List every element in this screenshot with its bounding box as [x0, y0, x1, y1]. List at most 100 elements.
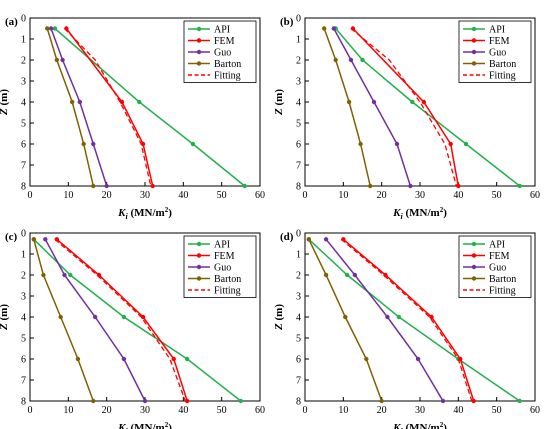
x-tick-label: 0: [28, 190, 33, 201]
y-axis-title: Z (m): [273, 304, 285, 331]
x-tick-label: 30: [140, 405, 150, 416]
y-axis-title: Z (m): [0, 89, 10, 116]
data-point-api: [410, 99, 415, 105]
x-tick-label: 40: [453, 405, 463, 416]
data-point-api: [517, 183, 522, 189]
data-point-fem: [140, 314, 146, 320]
x-tick-label: 0: [28, 405, 33, 416]
x-axis-title-var: K: [117, 422, 126, 429]
y-tick-label: 0: [21, 229, 26, 240]
data-point-fem: [184, 398, 190, 404]
legend-label-fitting: Fitting: [489, 71, 516, 82]
x-axis-title: Ki (MN/m2): [117, 206, 172, 221]
y-tick-label: 8: [21, 397, 26, 408]
y-tick-label: 4: [21, 313, 26, 324]
data-point-fem: [140, 141, 146, 147]
legend-label-guo: Guo: [489, 263, 506, 274]
y-tick-label: 3: [296, 292, 301, 303]
data-point-guo: [385, 314, 390, 320]
legend-marker-fem: [196, 38, 202, 43]
x-tick-label: 60: [530, 405, 540, 416]
series-line-fem: [65, 28, 154, 187]
data-point-api: [396, 314, 402, 320]
x-axis-title-sup: 2: [440, 421, 444, 429]
data-point-fem: [150, 183, 155, 189]
y-tick-label: 5: [296, 334, 301, 345]
series-line-api: [54, 27, 246, 187]
y-tick-label: 8: [296, 182, 301, 193]
y-tick-label: 5: [296, 119, 301, 130]
y-axis-title-unit: (m): [273, 304, 285, 324]
legend-label-fem: FEM: [214, 251, 235, 262]
data-point-guo: [142, 398, 148, 404]
data-point-guo: [394, 141, 400, 147]
x-tick-label: 20: [102, 190, 112, 201]
legend-label-api: API: [214, 240, 230, 251]
x-tick-label: 30: [140, 190, 150, 201]
y-tick-label: 0: [21, 14, 26, 25]
x-tick-label: 20: [102, 405, 112, 416]
legend-label-barton: Barton: [489, 59, 516, 70]
y-axis-title-var: Z: [273, 108, 285, 116]
data-point-barton: [321, 26, 327, 31]
x-tick-label: 60: [530, 190, 540, 201]
y-tick-label: 1: [21, 35, 26, 46]
data-point-barton: [91, 183, 96, 189]
data-point-guo: [92, 314, 98, 320]
x-tick-label: 20: [377, 405, 387, 416]
y-tick-label: 7: [296, 376, 301, 387]
x-axis-title-close: ): [168, 422, 172, 429]
panel-label: (d): [280, 231, 294, 243]
x-tick-label: 40: [178, 405, 188, 416]
data-point-barton: [81, 141, 86, 147]
data-point-barton: [41, 272, 46, 278]
y-tick-label: 7: [296, 161, 301, 172]
legend-marker-fem: [471, 253, 477, 258]
y-tick-label: 6: [296, 140, 301, 151]
legend-marker-fem: [471, 38, 477, 43]
data-point-barton: [358, 141, 363, 147]
y-axis-title: Z (m): [273, 89, 285, 116]
x-axis-title-sub: i: [125, 212, 128, 221]
y-tick-label: 6: [21, 140, 26, 151]
data-point-guo: [60, 57, 65, 63]
x-tick-label: 50: [492, 190, 502, 201]
legend-marker-barton: [196, 61, 202, 66]
panel-label: (b): [280, 16, 294, 28]
data-point-barton: [333, 57, 338, 63]
y-axis-title: Z (m): [0, 304, 10, 331]
panel-label: (a): [5, 16, 18, 28]
x-tick-label: 50: [217, 190, 227, 201]
data-point-api: [52, 26, 58, 31]
data-point-fem: [171, 356, 176, 362]
y-tick-label: 8: [296, 397, 301, 408]
x-axis-title-sup: 2: [165, 421, 169, 429]
y-axis-title-var: Z: [273, 323, 285, 331]
y-axis-title-unit: (m): [0, 89, 10, 109]
data-point-api: [137, 99, 142, 105]
data-point-api: [242, 183, 247, 189]
legend-marker-barton: [196, 276, 202, 281]
legend-marker-api: [471, 241, 477, 247]
series-line-fitting: [350, 27, 458, 187]
y-tick-label: 3: [21, 77, 26, 88]
data-point-fem: [471, 398, 476, 404]
legend-marker-api: [196, 26, 202, 32]
legend-marker-api: [196, 241, 202, 247]
data-point-api: [121, 314, 127, 320]
data-point-barton: [306, 237, 312, 242]
y-tick-label: 1: [296, 35, 301, 46]
legend-marker-barton: [471, 276, 477, 281]
y-tick-label: 2: [21, 56, 26, 67]
x-tick-label: 10: [63, 405, 73, 416]
data-point-guo: [121, 356, 127, 362]
legend-label-guo: Guo: [489, 48, 506, 59]
legend-label-fem: FEM: [489, 36, 510, 47]
x-axis-title-sup: 2: [165, 206, 169, 214]
legend-label-fitting: Fitting: [214, 286, 241, 297]
data-point-guo: [408, 183, 413, 189]
legend-label-guo: Guo: [214, 263, 231, 274]
x-axis-title-unit: (MN/m: [403, 422, 440, 429]
